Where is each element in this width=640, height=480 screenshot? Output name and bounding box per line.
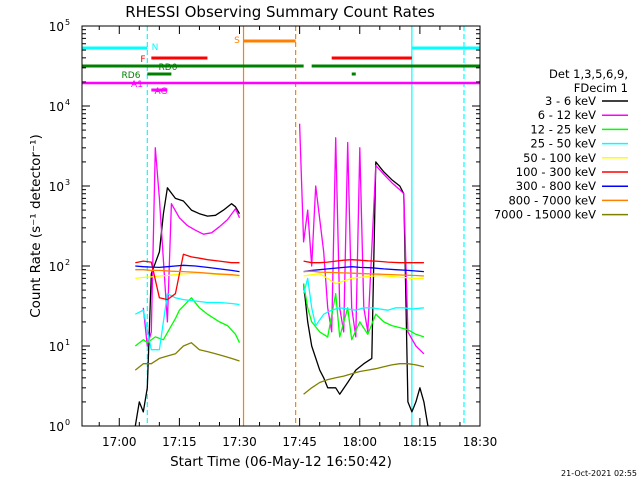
legend-label-7: 800 - 7000 keV <box>508 193 596 207</box>
flag-label-n: N <box>152 43 159 53</box>
y-tick-exponent-5: 5 <box>65 18 70 27</box>
series-line-0-segment-1 <box>302 161 429 427</box>
y-tick-label-1: 10 <box>49 340 64 354</box>
legend-label-4: 50 - 100 keV <box>523 151 596 165</box>
plot-area: N S F RD0 RD6 AG A1 <box>82 26 480 427</box>
series-line-2-segment-1 <box>302 283 425 341</box>
x-tick-label-1: 17:15 <box>162 435 197 449</box>
x-tick-label-5: 18:15 <box>403 435 438 449</box>
y-tick-label-2: 10 <box>49 260 64 274</box>
x-axis-label: Start Time (06-May-12 16:50:42) <box>170 454 392 470</box>
x-tick-label-2: 17:30 <box>222 435 257 449</box>
y-tick-label-3: 10 <box>49 180 64 194</box>
series-line-3-segment-0 <box>135 293 240 351</box>
flag-label-rd6: RD6 <box>122 71 141 81</box>
legend-label-1: 6 - 12 keV <box>538 108 596 122</box>
footer-timestamp: 21-Oct-2021 02:55 <box>561 469 637 478</box>
series-line-8-segment-0 <box>134 342 240 371</box>
series-line-3-segment-1 <box>302 277 424 327</box>
legend-label-5: 100 - 300 keV <box>516 165 596 179</box>
series-line-5-segment-0 <box>135 253 240 301</box>
series-line-1-segment-1 <box>298 123 425 355</box>
flag-label-s: S <box>234 36 240 46</box>
x-tick-label-6: 18:30 <box>463 435 498 449</box>
flag-label-ag: AG <box>155 87 168 97</box>
series-line-7-segment-1 <box>303 270 424 277</box>
x-tick-label-0: 17:00 <box>102 435 137 449</box>
series-line-0-segment-0 <box>134 187 241 427</box>
series-line-4-segment-1 <box>303 273 424 285</box>
flag-label-f: F <box>140 55 145 65</box>
y-tick-exponent-0: 0 <box>65 418 70 427</box>
legend-header-0: Det 1,3,5,6,9, <box>549 67 628 81</box>
y-tick-exponent-1: 1 <box>65 338 70 347</box>
legend-label-3: 25 - 50 keV <box>530 137 596 151</box>
x-tick-label-4: 18:00 <box>342 435 377 449</box>
y-tick-exponent-2: 2 <box>65 258 70 267</box>
legend-header-1: FDecim 1 <box>574 81 628 95</box>
plot-frame <box>81 25 481 427</box>
legend-label-2: 12 - 25 keV <box>530 122 596 136</box>
series-line-6-segment-0 <box>135 264 240 273</box>
series-line-5-segment-1 <box>303 259 424 264</box>
legend-label-6: 300 - 800 keV <box>516 179 596 193</box>
x-tick-label-3: 17:45 <box>282 435 317 449</box>
flag-label-a1: A1 <box>131 80 143 90</box>
y-tick-label-0: 10 <box>49 420 64 434</box>
y-tick-exponent-4: 4 <box>65 98 70 107</box>
y-axis-label: Count Rate (s⁻¹ detector⁻¹) <box>28 134 44 318</box>
y-tick-exponent-3: 3 <box>65 178 70 187</box>
legend-label-0: 3 - 6 keV <box>545 94 596 108</box>
series-line-6-segment-1 <box>303 266 424 273</box>
series-line-8-segment-1 <box>303 363 425 395</box>
y-tick-label-5: 10 <box>49 20 64 34</box>
chart-title: RHESSI Observing Summary Count Rates <box>125 3 435 21</box>
series-line-1-segment-0 <box>142 147 241 347</box>
y-tick-label-4: 10 <box>49 100 64 114</box>
flag-label-rd0: RD0 <box>159 63 178 73</box>
series-line-7-segment-0 <box>135 269 240 277</box>
legend-label-8: 7000 - 15000 keV <box>494 208 596 222</box>
